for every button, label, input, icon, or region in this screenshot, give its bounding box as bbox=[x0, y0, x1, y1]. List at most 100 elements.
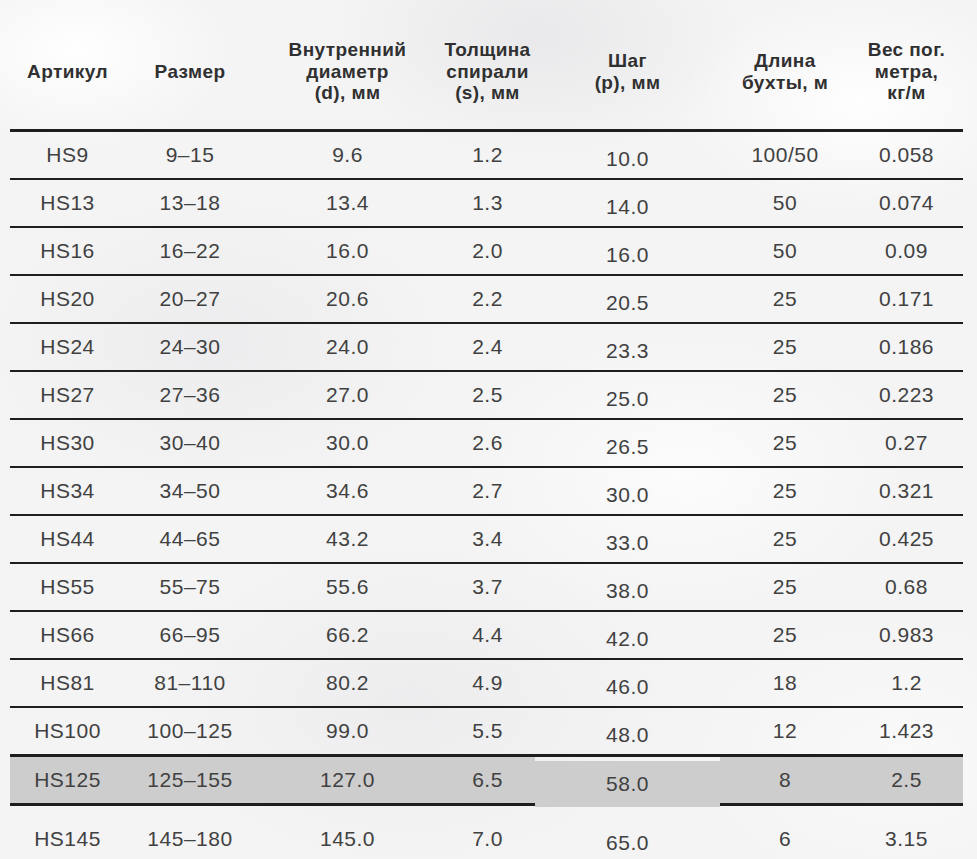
cell-pitch: 65.0 bbox=[535, 809, 720, 859]
cell-weight-per-meter: 0.074 bbox=[850, 179, 963, 227]
cell-spiral-thickness: 2.7 bbox=[440, 467, 535, 515]
cell-coil-length: 25 bbox=[720, 371, 850, 419]
cell-inner-diameter: 27.0 bbox=[255, 371, 440, 419]
cell-inner-diameter: 55.6 bbox=[255, 563, 440, 611]
table-row-hs34: HS3434–5034.62.730.0250.321 bbox=[10, 467, 963, 515]
cell-inner-diameter: 34.6 bbox=[255, 467, 440, 515]
cell-coil-length: 8 bbox=[720, 756, 850, 805]
cell-inner-diameter: 20.6 bbox=[255, 275, 440, 323]
table-row-hs16: HS1616–2216.02.016.0500.09 bbox=[10, 227, 963, 275]
cell-spiral-thickness: 3.4 bbox=[440, 515, 535, 563]
cell-size: 13–18 bbox=[125, 179, 255, 227]
cell-spiral-thickness: 2.5 bbox=[440, 371, 535, 419]
table-row-hs13: HS1313–1813.41.314.0500.074 bbox=[10, 179, 963, 227]
cell-coil-length: 12 bbox=[720, 707, 850, 756]
cell-size: 145–180 bbox=[125, 805, 255, 859]
cell-coil-length: 6 bbox=[720, 805, 850, 859]
column-header-spiral-thickness: Толщинаспирали(s), мм bbox=[440, 0, 535, 131]
cell-coil-length: 25 bbox=[720, 515, 850, 563]
column-header-pitch: Шаг(p), мм bbox=[535, 0, 720, 131]
cell-weight-per-meter: 3.15 bbox=[850, 805, 963, 859]
cell-weight-per-meter: 0.27 bbox=[850, 419, 963, 467]
cell-article: HS81 bbox=[10, 659, 125, 707]
table-row-hs27: HS2727–3627.02.525.0250.223 bbox=[10, 371, 963, 419]
cell-article: HS24 bbox=[10, 323, 125, 371]
cell-spiral-thickness: 7.0 bbox=[440, 805, 535, 859]
cell-size: 66–95 bbox=[125, 611, 255, 659]
cell-inner-diameter: 9.6 bbox=[255, 131, 440, 180]
cell-pitch: 10.0 bbox=[535, 135, 720, 184]
cell-weight-per-meter: 0.171 bbox=[850, 275, 963, 323]
column-header-weight-per-meter: Вес пог.метра,кг/м bbox=[850, 0, 963, 131]
cell-size: 16–22 bbox=[125, 227, 255, 275]
cell-coil-length: 18 bbox=[720, 659, 850, 707]
cell-size: 55–75 bbox=[125, 563, 255, 611]
cell-inner-diameter: 99.0 bbox=[255, 707, 440, 756]
cell-size: 27–36 bbox=[125, 371, 255, 419]
cell-weight-per-meter: 0.321 bbox=[850, 467, 963, 515]
cell-article: HS66 bbox=[10, 611, 125, 659]
cell-spiral-thickness: 1.2 bbox=[440, 131, 535, 180]
column-header-article: Артикул bbox=[10, 0, 125, 131]
cell-pitch: 16.0 bbox=[535, 231, 720, 279]
column-header-size: Размер bbox=[125, 0, 255, 131]
cell-pitch: 20.5 bbox=[535, 279, 720, 327]
cell-coil-length: 50 bbox=[720, 227, 850, 275]
cell-size: 24–30 bbox=[125, 323, 255, 371]
cell-spiral-thickness: 2.0 bbox=[440, 227, 535, 275]
cell-weight-per-meter: 0.09 bbox=[850, 227, 963, 275]
cell-spiral-thickness: 2.4 bbox=[440, 323, 535, 371]
cell-article: HS44 bbox=[10, 515, 125, 563]
table-row-hs55: HS5555–7555.63.738.0250.68 bbox=[10, 563, 963, 611]
cell-spiral-thickness: 5.5 bbox=[440, 707, 535, 756]
cell-coil-length: 25 bbox=[720, 419, 850, 467]
cell-spiral-thickness: 4.4 bbox=[440, 611, 535, 659]
cell-article: HS30 bbox=[10, 419, 125, 467]
spec-table-container: АртикулРазмерВнутреннийдиаметр(d), ммТол… bbox=[10, 0, 963, 859]
cell-article: HS100 bbox=[10, 707, 125, 756]
cell-article: HS16 bbox=[10, 227, 125, 275]
table-row-hs100: HS100100–12599.05.548.0121.423 bbox=[10, 707, 963, 756]
cell-inner-diameter: 24.0 bbox=[255, 323, 440, 371]
cell-article: HS145 bbox=[10, 805, 125, 859]
cell-weight-per-meter: 0.223 bbox=[850, 371, 963, 419]
cell-size: 20–27 bbox=[125, 275, 255, 323]
cell-inner-diameter: 16.0 bbox=[255, 227, 440, 275]
cell-article: HS125 bbox=[10, 756, 125, 805]
cell-inner-diameter: 127.0 bbox=[255, 756, 440, 805]
table-row-hs66: HS6666–9566.24.442.0250.983 bbox=[10, 611, 963, 659]
table-row-hs20: HS2020–2720.62.220.5250.171 bbox=[10, 275, 963, 323]
cell-spiral-thickness: 6.5 bbox=[440, 756, 535, 805]
cell-size: 34–50 bbox=[125, 467, 255, 515]
cell-inner-diameter: 80.2 bbox=[255, 659, 440, 707]
cell-weight-per-meter: 0.186 bbox=[850, 323, 963, 371]
table-row-hs145: HS145145–180145.07.065.063.15 bbox=[10, 805, 963, 859]
cell-inner-diameter: 66.2 bbox=[255, 611, 440, 659]
cell-pitch: 14.0 bbox=[535, 183, 720, 231]
cell-pitch: 46.0 bbox=[535, 663, 720, 711]
cell-spiral-thickness: 3.7 bbox=[440, 563, 535, 611]
cell-pitch: 23.3 bbox=[535, 327, 720, 375]
cell-spiral-thickness: 2.6 bbox=[440, 419, 535, 467]
cell-size: 30–40 bbox=[125, 419, 255, 467]
cell-weight-per-meter: 1.2 bbox=[850, 659, 963, 707]
cell-coil-length: 25 bbox=[720, 323, 850, 371]
cell-spiral-thickness: 1.3 bbox=[440, 179, 535, 227]
cell-size: 9–15 bbox=[125, 131, 255, 180]
spec-table-header: АртикулРазмерВнутреннийдиаметр(d), ммТол… bbox=[10, 0, 963, 131]
cell-spiral-thickness: 4.9 bbox=[440, 659, 535, 707]
cell-weight-per-meter: 0.425 bbox=[850, 515, 963, 563]
table-row-hs44: HS4444–6543.23.433.0250.425 bbox=[10, 515, 963, 563]
cell-coil-length: 25 bbox=[720, 467, 850, 515]
table-row-hs125: HS125125–155127.06.558.082.5 bbox=[10, 756, 963, 805]
cell-weight-per-meter: 2.5 bbox=[850, 756, 963, 805]
column-header-inner-diameter: Внутреннийдиаметр(d), мм bbox=[255, 0, 440, 131]
cell-coil-length: 25 bbox=[720, 563, 850, 611]
cell-article: HS20 bbox=[10, 275, 125, 323]
cell-inner-diameter: 43.2 bbox=[255, 515, 440, 563]
cell-pitch: 48.0 bbox=[535, 711, 720, 760]
cell-coil-length: 25 bbox=[720, 275, 850, 323]
cell-weight-per-meter: 1.423 bbox=[850, 707, 963, 756]
cell-pitch: 42.0 bbox=[535, 615, 720, 663]
cell-size: 81–110 bbox=[125, 659, 255, 707]
